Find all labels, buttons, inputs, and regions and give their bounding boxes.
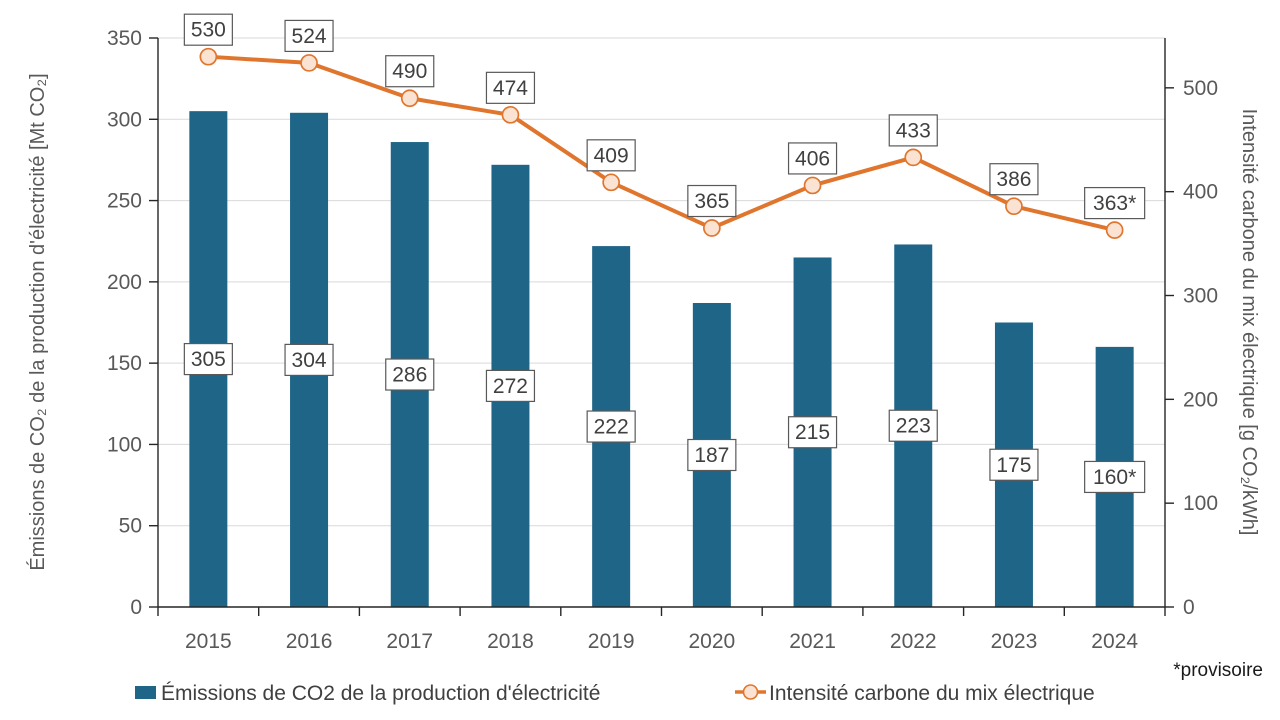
bar-label-2017: 286 xyxy=(392,364,427,387)
bar-label-2018: 272 xyxy=(493,375,528,398)
right-tick-label-0: 0 xyxy=(1183,596,1195,619)
line-label-2023-box xyxy=(989,163,1039,196)
line-marker-2023 xyxy=(1005,197,1023,216)
bar-label-2019: 222 xyxy=(594,416,629,439)
left-tick-label-0: 0 xyxy=(130,596,142,619)
intensity-line xyxy=(206,54,1117,233)
legend-line-marker-icon xyxy=(742,684,759,700)
line-label-2021: 406 xyxy=(795,147,830,170)
line-marker-2015 xyxy=(199,47,218,66)
bar-label-2021-box xyxy=(787,416,838,449)
line-label-2015: 530 xyxy=(191,19,226,42)
right-tick-label-500: 500 xyxy=(1183,77,1218,100)
line-marker-2021 xyxy=(803,176,822,195)
line-label-2022-box xyxy=(888,114,938,147)
bar-label-2024-box xyxy=(1084,460,1146,494)
legend: Émissions de CO2 de la production d'élec… xyxy=(135,682,1095,705)
line-marker-2024 xyxy=(1105,221,1124,239)
line-marker-2016 xyxy=(300,54,318,72)
right-tick-label-200: 200 xyxy=(1183,388,1218,411)
bar-label-2022: 223 xyxy=(896,415,931,438)
line-label-2018-box xyxy=(485,71,536,104)
legend-bar-label: Émissions de CO2 de la production d'élec… xyxy=(161,682,600,705)
line-marker-2020 xyxy=(702,219,721,237)
line-label-2023: 386 xyxy=(996,168,1031,191)
line-label-2019-box xyxy=(586,139,636,172)
line-label-2017-box xyxy=(385,55,435,88)
x-label-2023: 2023 xyxy=(991,630,1038,653)
bar-label-2019-box xyxy=(586,410,636,443)
x-label-2020: 2020 xyxy=(688,630,735,653)
line-label-2017: 490 xyxy=(392,60,427,83)
line-label-2021-box xyxy=(787,142,838,175)
left-tick-label-250: 250 xyxy=(107,190,142,213)
line-label-2016-box xyxy=(284,19,334,53)
line-label-2015-box xyxy=(183,13,233,46)
right-tick-label-400: 400 xyxy=(1183,181,1218,204)
left-tick-label-100: 100 xyxy=(107,433,142,456)
bar-label-2024: 160* xyxy=(1093,466,1136,489)
bar-label-2023: 175 xyxy=(996,454,1031,477)
left-tick-label-150: 150 xyxy=(107,352,142,375)
bar-label-2016-box xyxy=(284,343,334,376)
x-label-2024: 2024 xyxy=(1091,630,1138,653)
line-label-2016: 524 xyxy=(292,25,327,48)
bar-label-2017-box xyxy=(385,358,435,391)
legend-item-emissions: Émissions de CO2 de la production d'élec… xyxy=(135,682,600,705)
legend-line-label: Intensité carbone du mix électrique xyxy=(769,682,1095,705)
line-label-2019: 409 xyxy=(594,144,629,167)
bar-label-2022-box xyxy=(888,409,938,442)
bar-label-2020-box xyxy=(687,438,737,472)
line-label-2018: 474 xyxy=(493,77,528,100)
bar-label-2023-box xyxy=(989,448,1039,481)
x-label-2022: 2022 xyxy=(890,630,937,653)
x-label-2015: 2015 xyxy=(185,630,232,653)
bar-label-2015: 305 xyxy=(191,348,226,371)
left-tick-label-50: 50 xyxy=(119,515,142,538)
x-label-2017: 2017 xyxy=(386,630,433,653)
left-tick-label-300: 300 xyxy=(107,108,142,131)
right-tick-label-100: 100 xyxy=(1183,492,1218,515)
legend-bar-swatch xyxy=(135,686,156,699)
x-label-2016: 2016 xyxy=(286,630,333,653)
line-label-2024: 363* xyxy=(1093,192,1136,215)
bar-label-2020: 187 xyxy=(694,444,729,467)
left-tick-label-200: 200 xyxy=(107,271,142,294)
line-marker-2022 xyxy=(904,148,923,167)
x-label-2021: 2021 xyxy=(789,630,836,653)
left-axis-title: Émissions de CO₂ de la production d'élec… xyxy=(26,73,49,570)
bar-label-2018-box xyxy=(485,369,536,403)
line-marker-2019 xyxy=(602,173,621,192)
x-label-2019: 2019 xyxy=(588,630,635,653)
line-marker-2018 xyxy=(501,105,520,124)
footnote-provisional: *provisoire xyxy=(1173,660,1263,681)
line-marker-2017 xyxy=(400,89,419,108)
right-axis-title: Intensité carbone du mix électrique [g C… xyxy=(1238,109,1260,536)
line-label-2022: 433 xyxy=(896,119,931,142)
line-label-2024-box xyxy=(1084,186,1146,220)
x-label-2018: 2018 xyxy=(487,630,534,653)
line-label-2020: 365 xyxy=(694,190,729,213)
right-tick-label-300: 300 xyxy=(1183,285,1218,308)
legend-item-intensity: Intensité carbone du mix électrique xyxy=(735,682,1095,705)
bar-label-2021: 215 xyxy=(795,421,830,444)
line-label-2020-box xyxy=(687,184,737,218)
bar-label-2015-box xyxy=(183,342,233,376)
bar-label-2016: 304 xyxy=(292,349,327,372)
left-tick-label-350: 350 xyxy=(107,27,142,50)
plot-area: 0 50 100 150 200 250 300 350 0 100 200 300 400 500 201… xyxy=(107,13,1218,653)
